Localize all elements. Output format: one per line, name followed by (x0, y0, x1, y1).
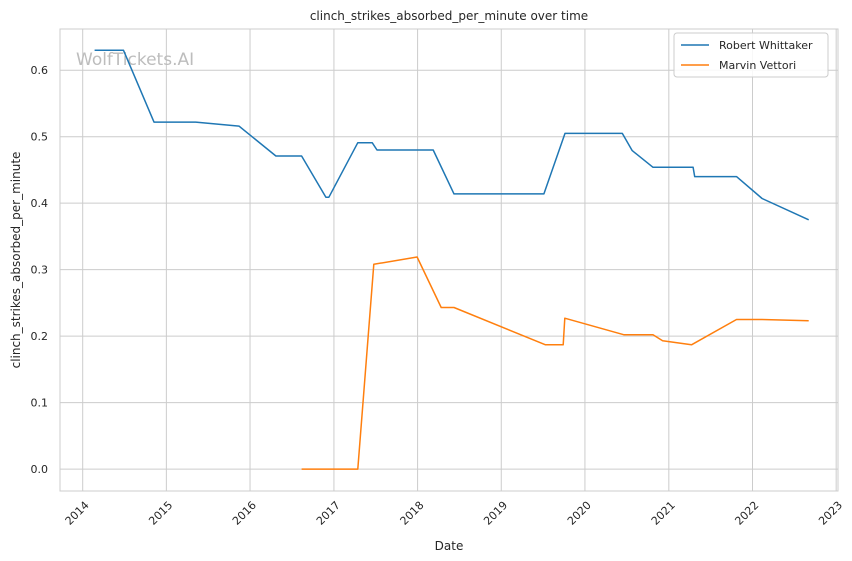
legend-box (673, 32, 829, 78)
legend-label: Robert Whittaker (719, 39, 813, 52)
series-line-robert-whittaker (94, 49, 810, 221)
x-tick-label: 2018 (398, 499, 427, 528)
y-tick-label: 0.1 (31, 397, 49, 410)
legend-label: Marvin Vettori (719, 59, 796, 72)
y-tick-label: 0.4 (31, 197, 49, 210)
x-tick-label: 2015 (146, 499, 175, 528)
x-axis-ticks: 2014 2015 2016 2017 2018 2019 2020 2021 2022 2023 (63, 499, 845, 528)
y-tick-label: 0.6 (31, 64, 49, 77)
x-tick-label: 2017 (314, 499, 343, 528)
y-tick-label: 0.2 (31, 330, 49, 343)
plot-area-frame (59, 28, 839, 492)
x-axis-title: Date (435, 539, 464, 553)
watermark: WolfTickets.AI (76, 50, 194, 70)
grid-lines (60, 29, 838, 491)
y-axis-ticks: 0.0 0.1 0.2 0.3 0.4 0.5 0.6 (31, 64, 49, 476)
x-tick-label: 2023 (816, 499, 845, 528)
chart-title: clinch_strikes_absorbed_per_minute over … (310, 9, 588, 23)
x-tick-label: 2014 (63, 499, 92, 528)
y-tick-label: 0.0 (31, 463, 49, 476)
y-tick-label: 0.3 (31, 264, 49, 277)
y-tick-label: 0.5 (31, 131, 49, 144)
series-layer (94, 49, 810, 470)
y-axis-title: clinch_strikes_absorbed_per_minute (9, 152, 23, 369)
x-tick-label: 2020 (565, 499, 594, 528)
x-tick-label: 2021 (649, 499, 678, 528)
x-tick-label: 2019 (481, 499, 510, 528)
x-tick-label: 2016 (230, 499, 259, 528)
legend: Robert Whittaker Marvin Vettori (673, 32, 829, 78)
x-tick-label: 2022 (732, 499, 761, 528)
series-line-marvin-vettori (301, 256, 809, 470)
